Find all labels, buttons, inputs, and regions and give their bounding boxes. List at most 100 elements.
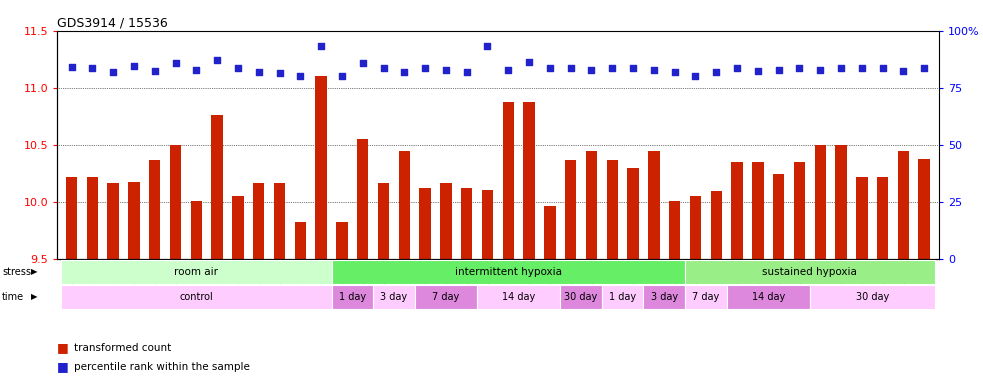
Bar [523, 101, 535, 259]
Bar [545, 205, 555, 259]
Bar [918, 159, 930, 259]
Point [584, 66, 600, 73]
Text: percentile rank within the sample: percentile rank within the sample [74, 362, 250, 372]
Point [417, 65, 433, 71]
Bar [685, 285, 726, 309]
Bar [877, 177, 889, 259]
Bar [502, 101, 514, 259]
Bar [856, 177, 868, 259]
Bar [773, 174, 784, 259]
Bar [752, 162, 764, 259]
Text: time: time [2, 291, 25, 302]
Point [812, 66, 828, 73]
Point [376, 65, 391, 71]
Point [750, 68, 766, 74]
Bar [374, 285, 415, 309]
Bar [149, 160, 160, 259]
Bar [420, 189, 431, 259]
Point [687, 73, 703, 79]
Text: stress: stress [2, 266, 31, 277]
Point [521, 58, 537, 65]
Point [480, 43, 495, 49]
Text: ■: ■ [57, 341, 69, 354]
Bar [477, 285, 560, 309]
Point [709, 69, 724, 75]
Point [64, 64, 80, 70]
Text: control: control [180, 291, 213, 302]
Bar [648, 151, 660, 259]
Bar [107, 183, 119, 259]
Point [209, 57, 225, 63]
Point [396, 69, 412, 75]
Bar [128, 182, 140, 259]
Bar [87, 177, 98, 259]
Text: intermittent hypoxia: intermittent hypoxia [455, 266, 562, 277]
Point [251, 69, 266, 75]
Bar [461, 189, 473, 259]
Bar [170, 145, 181, 259]
Point [459, 69, 475, 75]
Bar [331, 285, 374, 309]
Bar [191, 201, 202, 259]
Bar [398, 151, 410, 259]
Bar [815, 145, 826, 259]
Point [271, 70, 287, 76]
Bar [331, 260, 685, 284]
Bar [482, 190, 493, 259]
Point [314, 43, 329, 49]
Text: GDS3914 / 15536: GDS3914 / 15536 [57, 17, 168, 30]
Point [729, 65, 745, 71]
Text: 3 day: 3 day [651, 291, 678, 302]
Text: 14 day: 14 day [752, 291, 784, 302]
Bar [726, 285, 810, 309]
Bar [336, 222, 348, 259]
Point [189, 66, 204, 73]
Point [896, 68, 911, 74]
Point [230, 65, 246, 71]
Bar [440, 183, 451, 259]
Text: ■: ■ [57, 360, 69, 373]
Bar [61, 260, 331, 284]
Point [168, 60, 184, 66]
Bar [253, 183, 264, 259]
Bar [211, 115, 223, 259]
Text: 14 day: 14 day [502, 291, 536, 302]
Text: 7 day: 7 day [692, 291, 720, 302]
Bar [560, 285, 602, 309]
Bar [690, 196, 701, 259]
Point [293, 73, 309, 79]
Text: 7 day: 7 day [433, 291, 459, 302]
Bar [836, 145, 846, 259]
Bar [415, 285, 477, 309]
Bar [669, 201, 680, 259]
Point [834, 65, 849, 71]
Text: 1 day: 1 day [339, 291, 366, 302]
Text: sustained hypoxia: sustained hypoxia [763, 266, 857, 277]
Point [438, 66, 454, 73]
Bar [232, 196, 244, 259]
Point [791, 65, 807, 71]
Bar [731, 162, 743, 259]
Point [126, 63, 142, 69]
Bar [810, 285, 935, 309]
Bar [377, 183, 389, 259]
Text: room air: room air [174, 266, 218, 277]
Point [563, 65, 579, 71]
Bar [565, 160, 576, 259]
Bar [66, 177, 78, 259]
Text: 30 day: 30 day [855, 291, 889, 302]
Text: ▶: ▶ [31, 267, 38, 276]
Bar [607, 160, 618, 259]
Point [625, 65, 641, 71]
Text: transformed count: transformed count [74, 343, 171, 353]
Point [771, 66, 786, 73]
Point [355, 60, 371, 66]
Bar [295, 222, 306, 259]
Point [875, 65, 891, 71]
Bar [357, 139, 369, 259]
Text: 1 day: 1 day [609, 291, 636, 302]
Point [146, 68, 162, 74]
Bar [711, 191, 722, 259]
Text: 30 day: 30 day [564, 291, 598, 302]
Point [105, 69, 121, 75]
